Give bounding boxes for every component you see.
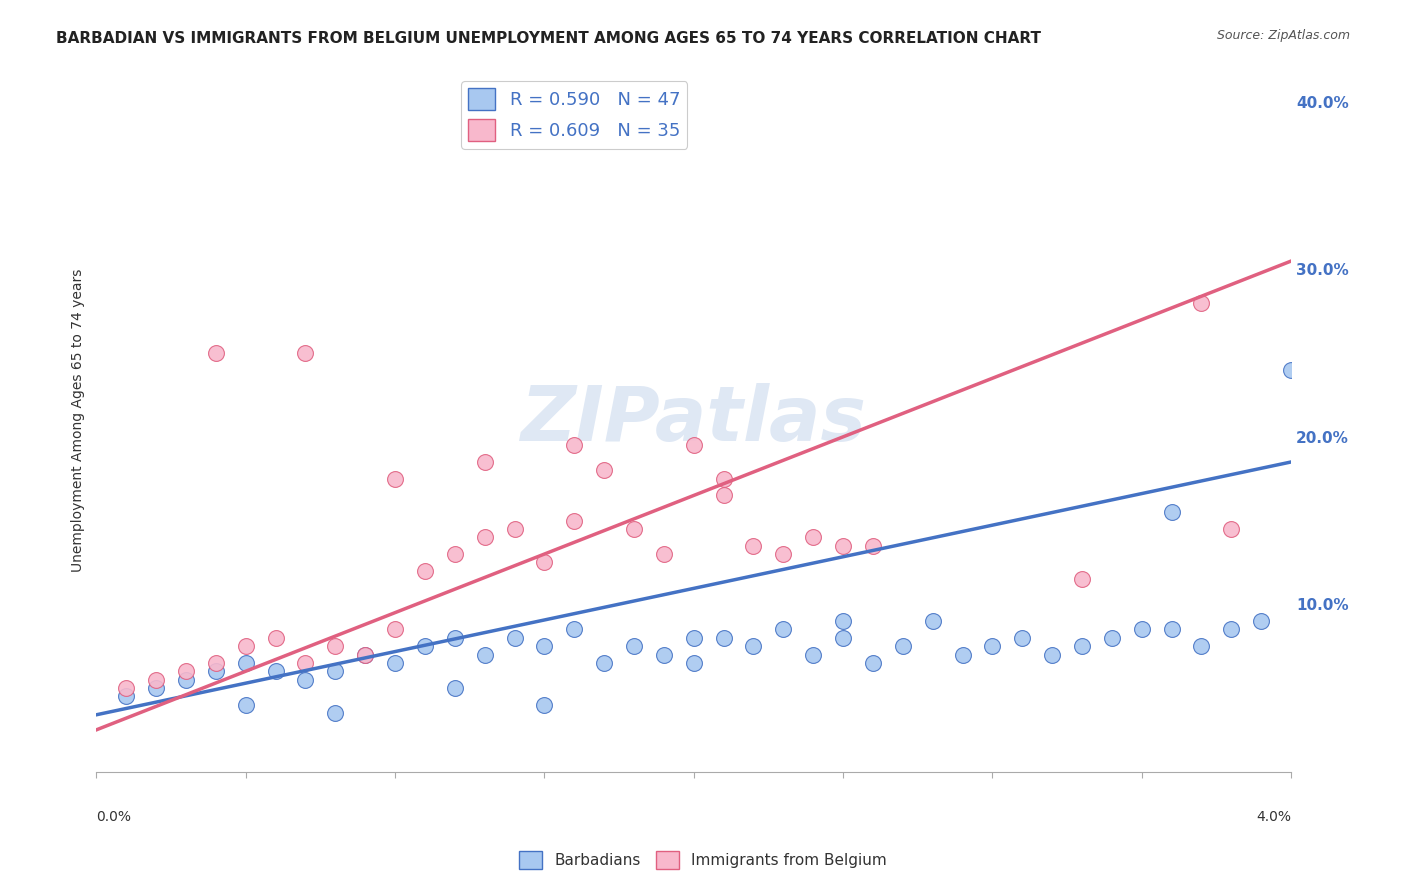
Point <box>981 639 1004 653</box>
Point <box>443 631 465 645</box>
Point <box>115 681 138 695</box>
Point <box>533 698 555 712</box>
Point <box>205 665 228 679</box>
Point <box>862 539 884 553</box>
Point <box>832 614 855 628</box>
Point <box>593 656 616 670</box>
Point <box>413 639 436 653</box>
Point <box>323 639 346 653</box>
Point <box>384 656 406 670</box>
Point <box>801 530 824 544</box>
Text: 0.0%: 0.0% <box>97 810 131 824</box>
Point <box>1279 363 1302 377</box>
Point <box>623 522 645 536</box>
Point <box>682 656 704 670</box>
Point <box>474 648 496 662</box>
Point <box>713 472 735 486</box>
Point <box>921 614 943 628</box>
Point <box>503 522 526 536</box>
Point <box>354 648 377 662</box>
Text: BARBADIAN VS IMMIGRANTS FROM BELGIUM UNEMPLOYMENT AMONG AGES 65 TO 74 YEARS CORR: BARBADIAN VS IMMIGRANTS FROM BELGIUM UNE… <box>56 31 1042 46</box>
Point <box>474 455 496 469</box>
Point <box>205 346 228 360</box>
Point <box>235 656 257 670</box>
Point <box>1040 648 1063 662</box>
Point <box>174 665 197 679</box>
Point <box>294 346 316 360</box>
Point <box>682 438 704 452</box>
Point <box>205 656 228 670</box>
Point <box>772 547 794 561</box>
Point <box>562 514 585 528</box>
Point <box>652 648 675 662</box>
Point <box>443 547 465 561</box>
Point <box>1071 572 1094 586</box>
Point <box>1191 296 1213 310</box>
Point <box>1220 522 1243 536</box>
Point <box>832 539 855 553</box>
Point <box>593 463 616 477</box>
Point <box>1191 639 1213 653</box>
Legend: R = 0.590   N = 47, R = 0.609   N = 35: R = 0.590 N = 47, R = 0.609 N = 35 <box>461 81 688 149</box>
Point <box>235 639 257 653</box>
Point <box>264 665 287 679</box>
Point <box>323 665 346 679</box>
Point <box>1101 631 1123 645</box>
Point <box>772 623 794 637</box>
Point <box>145 673 167 687</box>
Point <box>742 539 765 553</box>
Point <box>354 648 377 662</box>
Point <box>832 631 855 645</box>
Point <box>742 639 765 653</box>
Point <box>1011 631 1033 645</box>
Point <box>264 631 287 645</box>
Point <box>474 530 496 544</box>
Point <box>533 639 555 653</box>
Point <box>801 648 824 662</box>
Point <box>1220 623 1243 637</box>
Point <box>443 681 465 695</box>
Point <box>503 631 526 645</box>
Point <box>1130 623 1153 637</box>
Point <box>862 656 884 670</box>
Y-axis label: Unemployment Among Ages 65 to 74 years: Unemployment Among Ages 65 to 74 years <box>72 268 86 572</box>
Point <box>891 639 914 653</box>
Point <box>384 472 406 486</box>
Point <box>1160 505 1182 519</box>
Point <box>952 648 974 662</box>
Point <box>294 656 316 670</box>
Point <box>562 623 585 637</box>
Legend: Barbadians, Immigrants from Belgium: Barbadians, Immigrants from Belgium <box>513 845 893 875</box>
Point <box>145 681 167 695</box>
Point <box>115 690 138 704</box>
Point <box>1071 639 1094 653</box>
Point <box>323 706 346 720</box>
Point <box>713 631 735 645</box>
Point <box>562 438 585 452</box>
Point <box>652 547 675 561</box>
Point <box>294 673 316 687</box>
Point <box>174 673 197 687</box>
Text: 4.0%: 4.0% <box>1256 810 1291 824</box>
Point <box>623 639 645 653</box>
Text: ZIPatlas: ZIPatlas <box>520 383 866 457</box>
Point <box>413 564 436 578</box>
Point <box>1160 623 1182 637</box>
Point <box>533 556 555 570</box>
Point <box>384 623 406 637</box>
Point <box>235 698 257 712</box>
Point <box>1250 614 1272 628</box>
Text: Source: ZipAtlas.com: Source: ZipAtlas.com <box>1216 29 1350 42</box>
Point <box>713 488 735 502</box>
Point <box>682 631 704 645</box>
